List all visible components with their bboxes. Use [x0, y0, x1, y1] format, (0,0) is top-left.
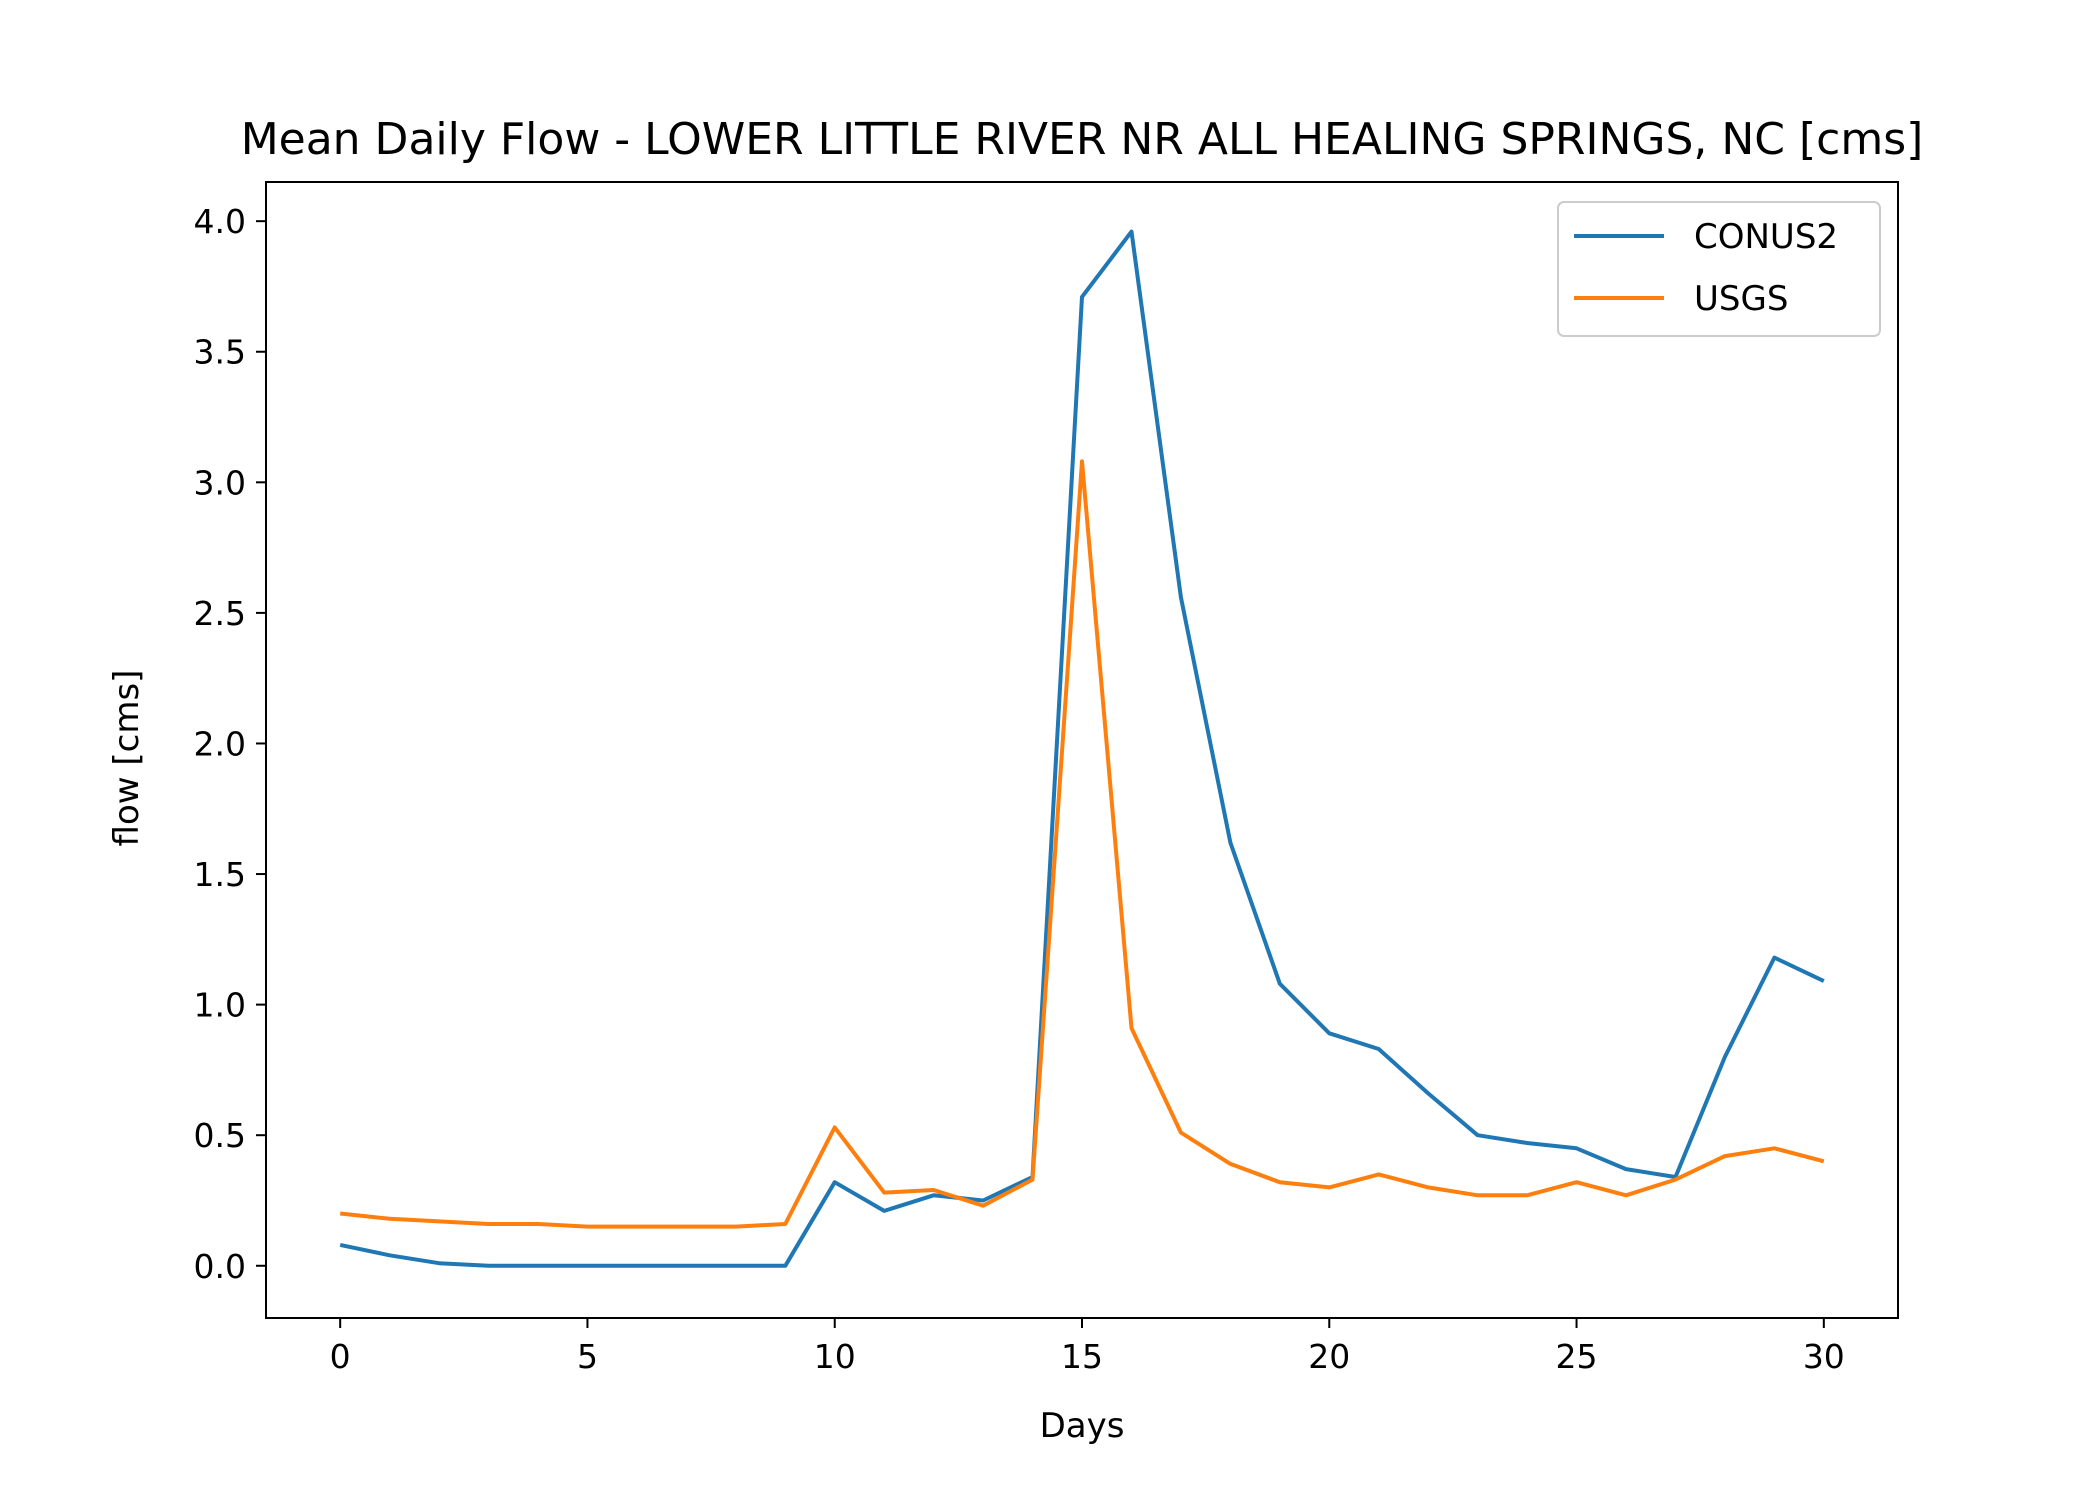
y-tick-label: 0.0 [194, 1247, 246, 1286]
y-tick-label: 1.0 [194, 986, 246, 1025]
x-axis-label: Days [1040, 1406, 1125, 1446]
x-tick-label: 0 [330, 1337, 351, 1376]
y-axis-label: flow [cms] [107, 670, 147, 847]
axes-frame [265, 181, 1899, 1319]
x-tick-label: 15 [1061, 1337, 1103, 1376]
x-tick-label: 10 [814, 1337, 856, 1376]
series-line-conus2 [339, 229, 1825, 1268]
plot-area: 0 5 10 15 20 25 30 0.0 0.5 1.0 1.5 2.0 2.5 3.0 3.5 4.0 [194, 181, 1899, 1376]
y-tick-label: 2.0 [194, 724, 246, 763]
series-line-usgs [339, 459, 1825, 1229]
legend-label-conus2: CONUS2 [1694, 217, 1838, 257]
x-tick-label: 25 [1556, 1337, 1598, 1376]
y-tick-label: 3.5 [194, 333, 246, 372]
y-tick-label: 4.0 [194, 202, 246, 241]
y-tick-label: 3.0 [194, 463, 246, 502]
legend: CONUS2 USGS [1557, 201, 1881, 337]
y-tick-label: 2.5 [194, 594, 246, 633]
x-tick-label: 5 [577, 1337, 598, 1376]
y-tick-label: 0.5 [194, 1116, 246, 1155]
legend-label-usgs: USGS [1694, 279, 1788, 319]
chart-title: Mean Daily Flow - LOWER LITTLE RIVER NR … [241, 114, 1924, 165]
x-tick-label: 20 [1308, 1337, 1350, 1376]
y-tick-label: 1.5 [194, 855, 246, 894]
x-tick-label: 30 [1803, 1337, 1845, 1376]
